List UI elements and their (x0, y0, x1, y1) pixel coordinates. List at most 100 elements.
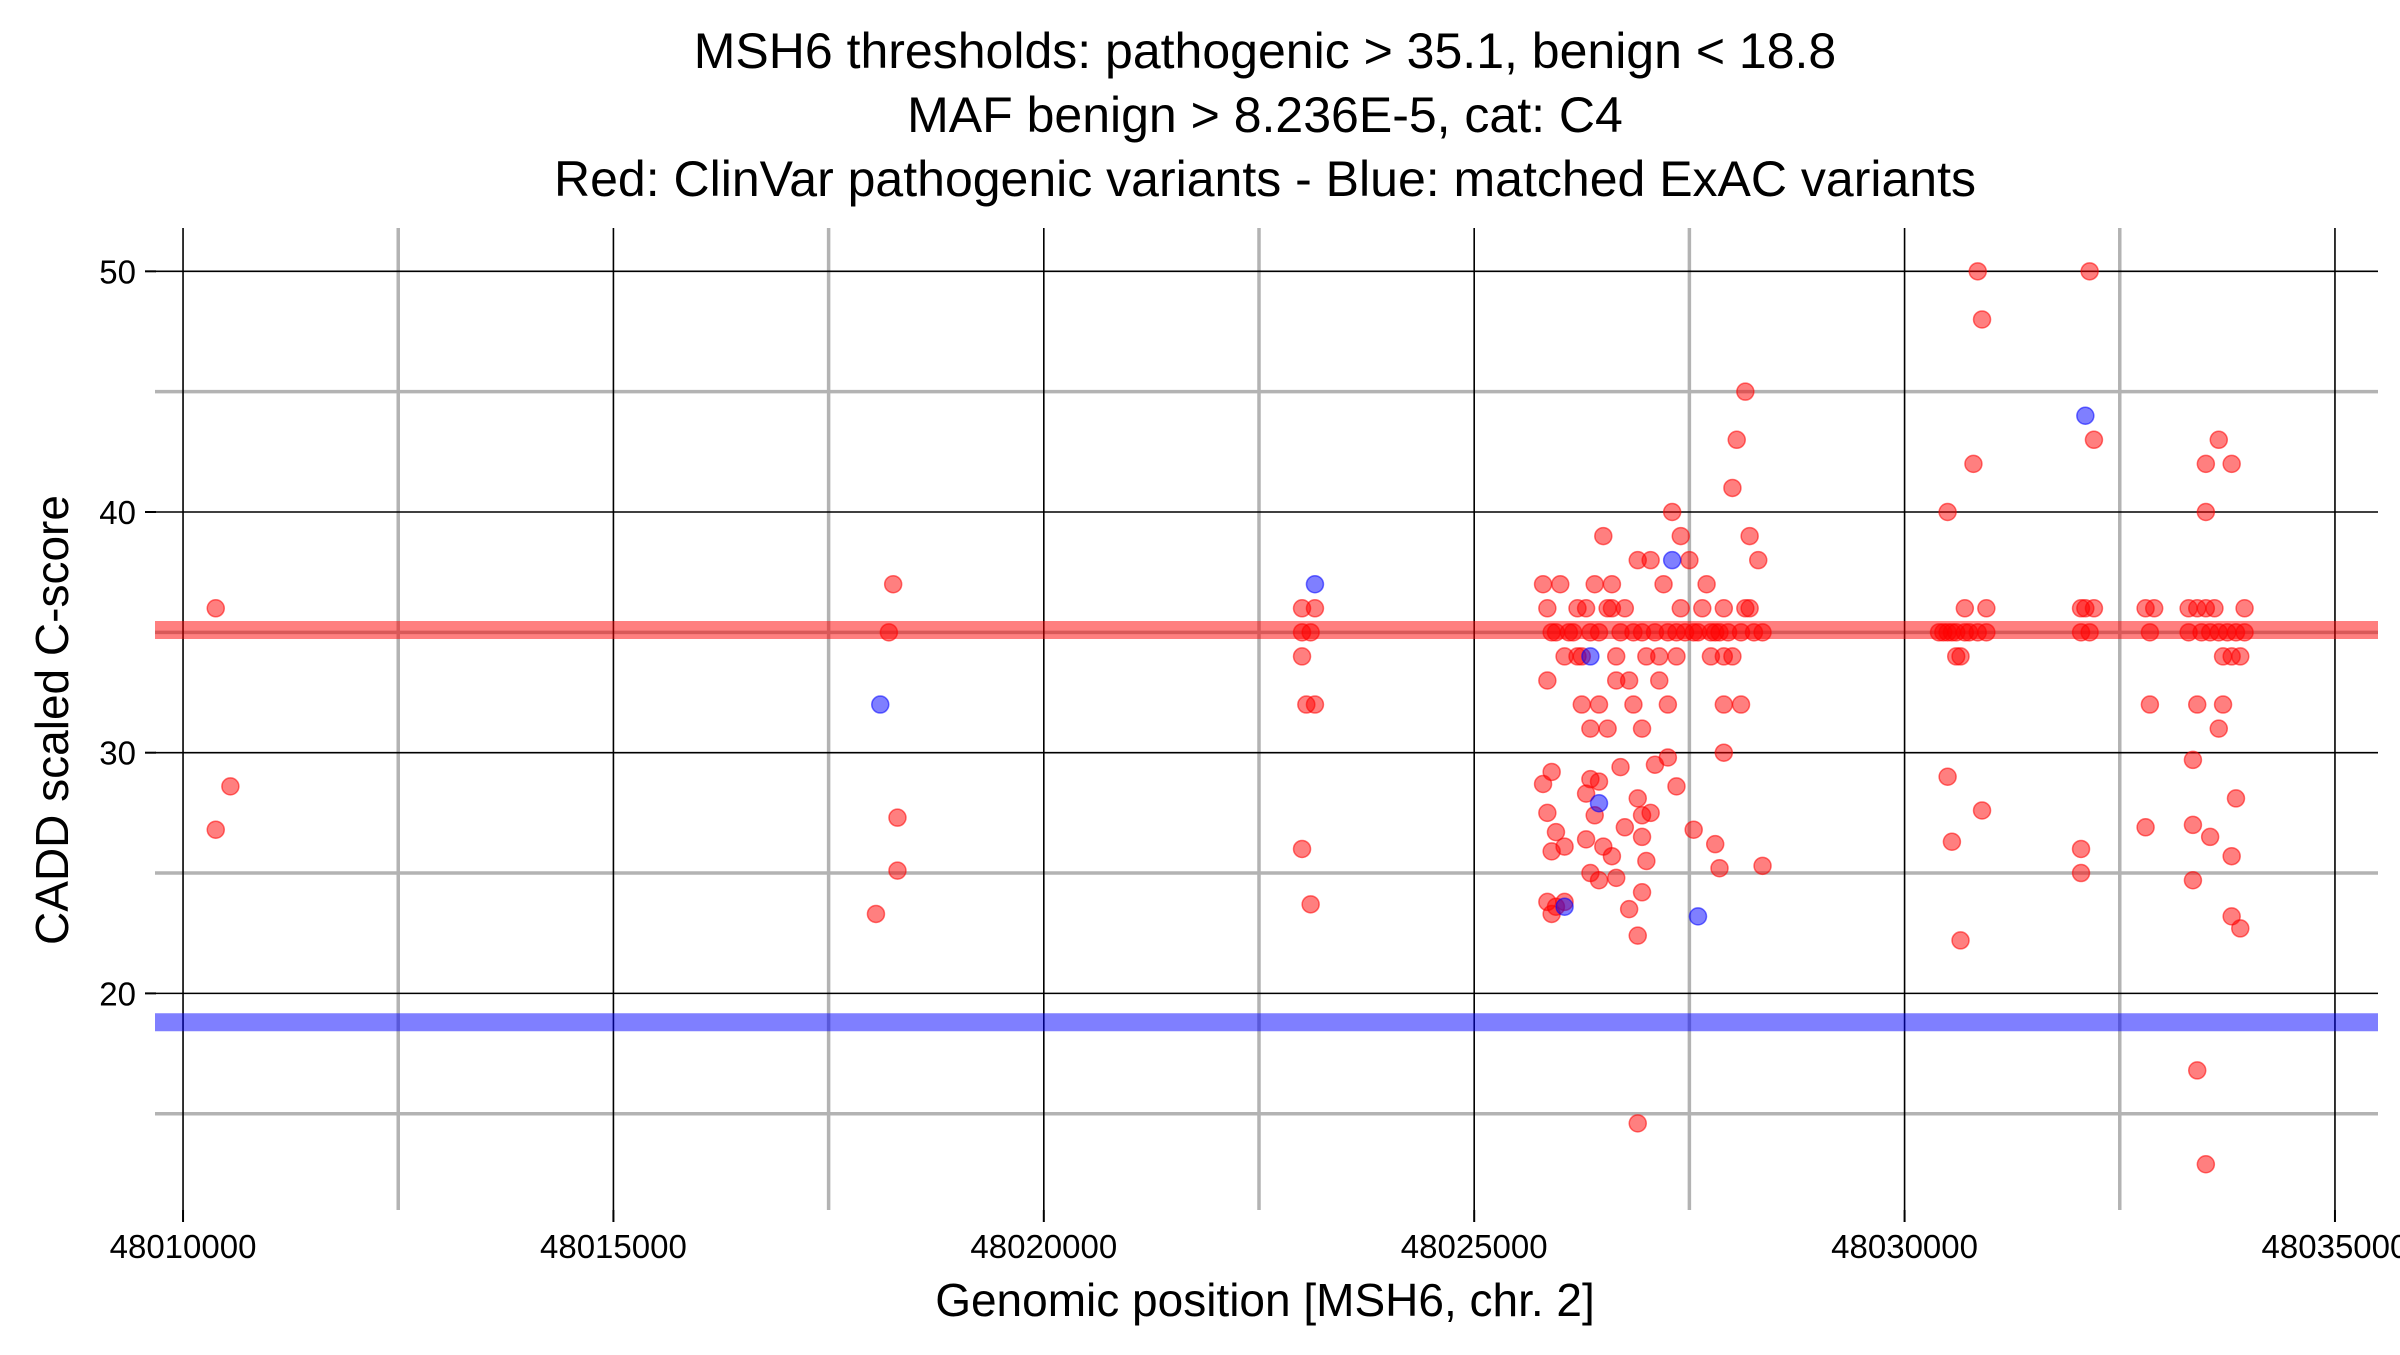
clinvar-point (1714, 599, 1734, 618)
clinvar-point (1602, 574, 1622, 594)
clinvar-point (1972, 801, 1992, 820)
clinvar-point (1538, 803, 1557, 823)
clinvar-point (888, 861, 907, 880)
clinvar-point (1615, 818, 1635, 837)
clinvar-point (1628, 789, 1647, 808)
exac-point (1581, 647, 1600, 666)
clinvar-point (1602, 599, 1622, 618)
clinvar-point (1568, 599, 1587, 618)
clinvar-point (1736, 382, 1755, 401)
clinvar-point (1654, 574, 1673, 594)
exac-point (1305, 574, 1325, 594)
clinvar-point (1977, 599, 1996, 618)
clinvar-point (1292, 623, 1312, 642)
clinvar-point (221, 777, 240, 796)
x-tick-label: 48025000 (1401, 1228, 1548, 1265)
clinvar-point (2209, 719, 2229, 738)
clinvar-point (1292, 839, 1312, 859)
clinvar-point (883, 574, 903, 594)
x-tick-label: 48010000 (110, 1228, 257, 1265)
clinvar-point (1533, 574, 1553, 594)
x-tick-label: 48020000 (970, 1228, 1117, 1265)
clinvar-point (1551, 574, 1570, 594)
clinvar-point (2183, 871, 2203, 890)
x-tick-label: 48030000 (1831, 1228, 1978, 1265)
clinvar-point (1589, 871, 1609, 890)
clinvar-point (1563, 623, 1583, 642)
clinvar-point (2071, 863, 2091, 883)
title-line-2: MAF benign > 8.236E-5, cat: C4 (907, 87, 1623, 143)
clinvar-point (1714, 695, 1734, 714)
clinvar-point (1585, 574, 1604, 594)
clinvar-point (1624, 695, 1643, 714)
clinvar-point (1305, 695, 1325, 714)
clinvar-point (1538, 599, 1557, 618)
clinvar-point (1611, 757, 1630, 777)
clinvar-point (2200, 827, 2220, 847)
clinvar-point (1964, 454, 1983, 474)
clinvar-point (1942, 832, 1962, 851)
exac-point (1662, 550, 1682, 570)
clinvar-point (2205, 599, 2224, 618)
clinvar-point (888, 808, 907, 827)
clinvar-point (1671, 599, 1691, 618)
clinvar-point (1723, 647, 1742, 666)
clinvar-point (1641, 803, 1660, 823)
clinvar-point (1301, 895, 1320, 914)
y-tick-label: 50 (99, 253, 136, 290)
clinvar-point (2080, 262, 2099, 281)
clinvar-point (1546, 822, 1566, 842)
clinvar-point (1951, 931, 1970, 950)
clinvar-point (879, 623, 899, 642)
clinvar-point (1667, 777, 1686, 796)
clinvar-point (1731, 695, 1751, 714)
clinvar-point (1753, 856, 1772, 876)
clinvar-point (1697, 574, 1716, 594)
clinvar-point (2196, 1155, 2216, 1174)
clinvar-point (1714, 743, 1734, 762)
x-tick-label: 48015000 (540, 1228, 687, 1265)
clinvar-point (1589, 772, 1609, 791)
exac-point (871, 695, 890, 714)
clinvar-point (1740, 599, 1759, 618)
clinvar-point (1628, 926, 1647, 945)
clinvar-point (1606, 671, 1626, 690)
clinvar-point (2187, 695, 2207, 714)
exac-point (2076, 406, 2095, 425)
clinvar-point (1606, 647, 1626, 666)
clinvar-point (1671, 526, 1691, 546)
clinvar-point (1972, 310, 1992, 329)
clinvar-point (1938, 767, 1957, 787)
title-line-1: MSH6 thresholds: pathogenic > 35.1, beni… (694, 23, 1836, 79)
clinvar-point (2226, 789, 2246, 808)
clinvar-point (2222, 846, 2241, 866)
exac-point (1555, 897, 1574, 916)
clinvar-point (206, 820, 225, 839)
clinvar-point (2136, 818, 2155, 837)
threshold-layer (155, 620, 2378, 1032)
title-line-3: Red: ClinVar pathogenic variants - Blue:… (554, 151, 1976, 207)
clinvar-point (1650, 647, 1669, 666)
clinvar-point (1589, 695, 1609, 714)
clinvar-point (1748, 550, 1768, 570)
clinvar-point (866, 904, 886, 924)
clinvar-point (1740, 526, 1759, 546)
clinvar-point (1710, 858, 1729, 878)
clinvar-point (2196, 454, 2216, 474)
clinvar-point (1650, 671, 1669, 690)
clinvar-point (1619, 899, 1639, 919)
clinvar-point (2231, 647, 2250, 666)
clinvar-point (2235, 599, 2254, 618)
clinvar-point (1951, 647, 1970, 666)
clinvar-point (2084, 430, 2104, 450)
chart-title: MSH6 thresholds: pathogenic > 35.1, beni… (554, 23, 1976, 207)
clinvar-point (1602, 846, 1622, 866)
clinvar-point (1662, 502, 1682, 522)
y-tick-label: 20 (99, 975, 136, 1012)
clinvar-point (1938, 502, 1957, 522)
clinvar-point (1606, 868, 1626, 888)
clinvar-point (206, 599, 225, 618)
clinvar-point (1555, 837, 1574, 856)
